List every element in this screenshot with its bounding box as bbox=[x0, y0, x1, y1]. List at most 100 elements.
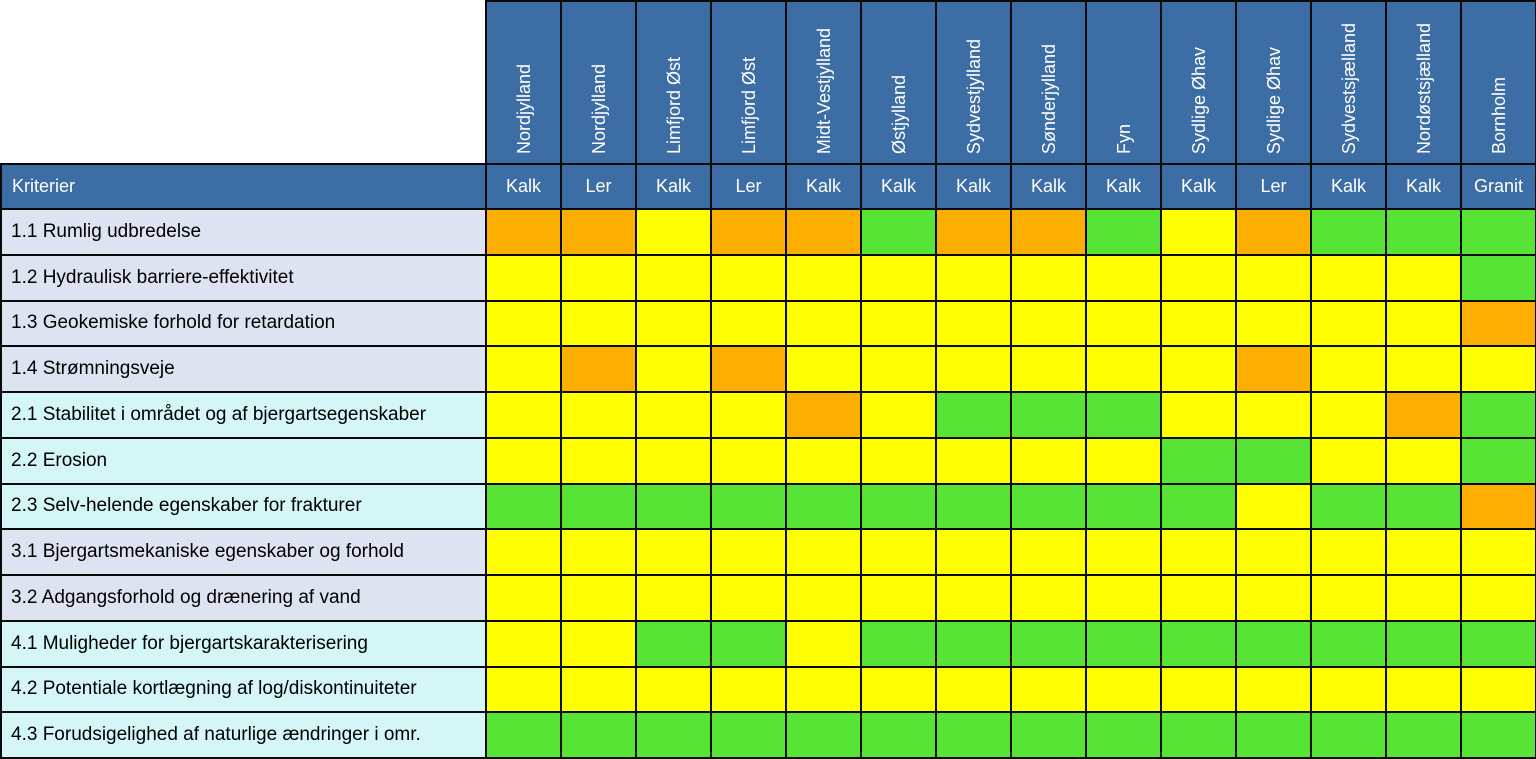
matrix-cell-yellow bbox=[1160, 391, 1237, 439]
matrix-cell-yellow bbox=[935, 528, 1012, 576]
column-region-label: Nordjylland bbox=[588, 63, 609, 154]
matrix-cell-yellow bbox=[860, 253, 937, 302]
column-material-header: Kalk bbox=[1385, 163, 1462, 210]
region-header-row: Nordjylland Nordjylland Limfjord Øst Limfjo… bbox=[1, 0, 1536, 165]
matrix-cell-green bbox=[1385, 482, 1462, 531]
column-region-label: Nordøstsjælland bbox=[1413, 22, 1434, 154]
matrix-cell-yellow bbox=[1160, 665, 1237, 714]
matrix-cell-green bbox=[1460, 711, 1536, 759]
matrix-cell-yellow bbox=[1385, 436, 1462, 485]
matrix-cell-green bbox=[1460, 208, 1536, 256]
matrix-cell-yellow bbox=[1010, 299, 1087, 348]
matrix-row: 1.3 Geokemiske forhold for retardation bbox=[0, 299, 1536, 348]
matrix-cell-green bbox=[1235, 619, 1312, 668]
matrix-cell-yellow bbox=[860, 345, 937, 393]
matrix-cell-yellow bbox=[1085, 528, 1162, 576]
matrix-cell-yellow bbox=[1085, 574, 1162, 622]
column-region-header: Sydlige Øhav bbox=[1235, 0, 1312, 165]
matrix-row: 3.2 Adgangsforhold og drænering af vand bbox=[0, 574, 1536, 622]
matrix-cell-yellow bbox=[860, 391, 937, 439]
matrix-cell-yellow bbox=[485, 665, 562, 714]
matrix-cell-green bbox=[1085, 619, 1162, 668]
row-label: 1.2 Hydraulisk barriere-effektivitet bbox=[0, 253, 487, 302]
matrix-cell-yellow bbox=[1160, 208, 1237, 256]
matrix-row: 3.1 Bjergartsmekaniske egenskaber og for… bbox=[0, 528, 1536, 576]
matrix-cell-yellow bbox=[785, 299, 862, 348]
column-region-label: Østjylland bbox=[888, 74, 909, 154]
matrix-cell-green bbox=[1160, 482, 1237, 531]
matrix-cell-yellow bbox=[1310, 436, 1387, 485]
matrix-cell-yellow bbox=[1235, 574, 1312, 622]
matrix-cell-green bbox=[785, 711, 862, 759]
matrix-cell-green bbox=[1310, 619, 1387, 668]
matrix-cell-yellow bbox=[1085, 253, 1162, 302]
matrix-cell-orange bbox=[710, 208, 787, 256]
kriterier-header: Kriterier bbox=[0, 163, 487, 210]
matrix-cell-orange bbox=[935, 208, 1012, 256]
matrix-cell-yellow bbox=[935, 345, 1012, 393]
matrix-cell-yellow bbox=[1160, 253, 1237, 302]
matrix-cell-green bbox=[1310, 208, 1387, 256]
row-label: 1.3 Geokemiske forhold for retardation bbox=[0, 299, 487, 348]
matrix-cell-yellow bbox=[560, 619, 637, 668]
matrix-cell-yellow bbox=[1010, 345, 1087, 393]
column-region-label: Sydvestsjælland bbox=[1338, 22, 1359, 154]
matrix-row: 2.3 Selv-helende egenskaber for frakture… bbox=[0, 482, 1536, 531]
matrix-cell-green bbox=[1160, 436, 1237, 485]
column-region-header: Limfjord Øst bbox=[635, 0, 712, 165]
column-material-header: Kalk bbox=[1160, 163, 1237, 210]
matrix-cell-yellow bbox=[860, 436, 937, 485]
column-material-header: Kalk bbox=[785, 163, 862, 210]
matrix-cell-yellow bbox=[1310, 345, 1387, 393]
matrix-cell-yellow bbox=[1160, 299, 1237, 348]
matrix-cell-yellow bbox=[485, 299, 562, 348]
matrix-cell-yellow bbox=[1010, 528, 1087, 576]
matrix-cell-yellow bbox=[935, 665, 1012, 714]
matrix-cell-yellow bbox=[1235, 299, 1312, 348]
matrix-cell-yellow bbox=[1385, 528, 1462, 576]
matrix-cell-yellow bbox=[1235, 482, 1312, 531]
matrix-cell-yellow bbox=[1385, 299, 1462, 348]
matrix-cell-yellow bbox=[710, 436, 787, 485]
column-material-header: Kalk bbox=[1010, 163, 1087, 210]
column-region-header: Midt-Vestjylland bbox=[785, 0, 862, 165]
matrix-cell-yellow bbox=[485, 574, 562, 622]
matrix-cell-yellow bbox=[1235, 665, 1312, 714]
matrix-cell-green bbox=[635, 619, 712, 668]
matrix-cell-yellow bbox=[710, 574, 787, 622]
column-region-label: Bornholm bbox=[1488, 76, 1509, 154]
matrix-cell-yellow bbox=[710, 299, 787, 348]
column-material-header: Kalk bbox=[1085, 163, 1162, 210]
matrix-row: 1.2 Hydraulisk barriere-effektivitet bbox=[0, 253, 1536, 302]
matrix-cell-green bbox=[935, 391, 1012, 439]
matrix-cell-yellow bbox=[1160, 574, 1237, 622]
matrix-row: 1.1 Rumlig udbredelse bbox=[0, 208, 1536, 256]
matrix-cell-yellow bbox=[1010, 574, 1087, 622]
column-region-header: Nordjylland bbox=[485, 0, 562, 165]
row-label: 1.4 Strømningsveje bbox=[0, 345, 487, 393]
matrix-cell-yellow bbox=[1085, 665, 1162, 714]
matrix-cell-green bbox=[1310, 482, 1387, 531]
matrix-cell-yellow bbox=[935, 436, 1012, 485]
matrix-cell-yellow bbox=[1160, 528, 1237, 576]
matrix-cell-yellow bbox=[785, 574, 862, 622]
matrix-cell-yellow bbox=[785, 665, 862, 714]
matrix-cell-yellow bbox=[785, 619, 862, 668]
matrix-cell-green bbox=[635, 482, 712, 531]
matrix-cell-yellow bbox=[635, 528, 712, 576]
matrix-cell-yellow bbox=[635, 253, 712, 302]
matrix-cell-yellow bbox=[785, 436, 862, 485]
matrix-cell-green bbox=[1385, 619, 1462, 668]
matrix-cell-yellow bbox=[860, 528, 937, 576]
column-region-header: Sønderjylland bbox=[1010, 0, 1087, 165]
column-region-header: Nordøstsjælland bbox=[1385, 0, 1462, 165]
matrix-cell-yellow bbox=[1160, 345, 1237, 393]
matrix-cell-yellow bbox=[485, 391, 562, 439]
matrix-row: 4.3 Forudsigelighed af naturlige ændring… bbox=[0, 711, 1536, 759]
matrix-cell-green bbox=[785, 482, 862, 531]
matrix-cell-green bbox=[1160, 711, 1237, 759]
column-region-label: Nordjylland bbox=[513, 63, 534, 154]
matrix-cell-orange bbox=[1460, 299, 1536, 348]
matrix-cell-yellow bbox=[1460, 574, 1536, 622]
